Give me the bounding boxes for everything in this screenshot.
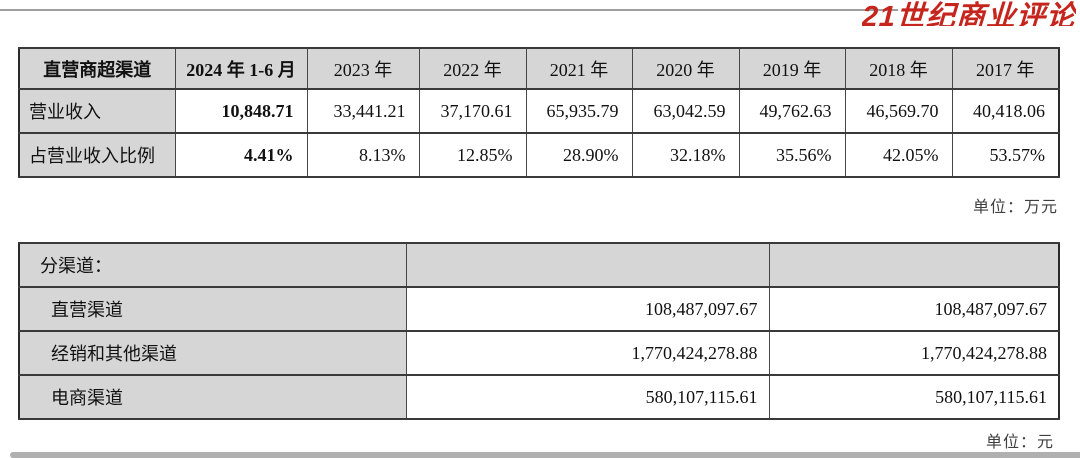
row-label: 直营渠道 (18, 286, 407, 332)
table-cell: 40,418.06 (951, 88, 1060, 134)
table-row-revenue-ratio: 占营业收入比例 4.41% 8.13% 12.85% 28.90% 32.18%… (18, 132, 1060, 178)
column-header: 2019 年 (738, 47, 846, 90)
table-cell: 4.41% (174, 132, 308, 178)
table-cell: 46,569.70 (844, 88, 953, 134)
table-cell: 28.90% (525, 132, 633, 178)
table-row-distribution-channel: 经销和其他渠道 1,770,424,278.88 1,770,424,278.8… (18, 330, 1060, 376)
bottom-divider-bar (10, 452, 1080, 458)
table-cell-empty (768, 242, 1060, 288)
table-cell: 580,107,115.61 (405, 374, 770, 420)
top-divider-rule (0, 9, 898, 11)
row-label: 占营业收入比例 (18, 132, 176, 178)
table1-header-row: 直营商超渠道 2024 年 1-6 月 2023 年 2022 年 2021 年… (18, 47, 1060, 90)
table-cell: 49,762.63 (738, 88, 846, 134)
column-header: 2023 年 (306, 47, 420, 90)
unit-label-wanyuan: 单位：万元 (972, 199, 1058, 216)
column-header: 2021 年 (525, 47, 633, 90)
row-label: 分渠道： (18, 242, 407, 288)
table-cell: 35.56% (738, 132, 846, 178)
table-cell: 1,770,424,278.88 (768, 330, 1060, 376)
table-cell: 32.18% (631, 132, 740, 178)
table-cell: 10,848.71 (174, 88, 308, 134)
table-cell: 63,042.59 (631, 88, 740, 134)
table-cell: 1,770,424,278.88 (405, 330, 770, 376)
table-row-direct-channel: 直营渠道 108,487,097.67 108,487,097.67 (18, 286, 1060, 332)
column-header: 2018 年 (844, 47, 953, 90)
table-cell: 580,107,115.61 (768, 374, 1060, 420)
row-label: 电商渠道 (18, 374, 407, 420)
table-cell-empty (405, 242, 770, 288)
row-label: 营业收入 (18, 88, 176, 134)
table-row-revenue: 营业收入 10,848.71 33,441.21 37,170.61 65,93… (18, 88, 1060, 134)
unit-label-yuan: 单位：元 (985, 434, 1054, 451)
logo-text: 21世纪商业评论 (861, 1, 1076, 26)
column-header: 直营商超渠道 (18, 47, 176, 90)
column-header: 2017 年 (951, 47, 1060, 90)
column-header: 2022 年 (418, 47, 527, 90)
table-cell: 108,487,097.67 (768, 286, 1060, 332)
column-header: 2024 年 1-6 月 (174, 47, 308, 90)
table-cell: 53.57% (951, 132, 1060, 178)
direct-supermarket-channel-table: 直营商超渠道 2024 年 1-6 月 2023 年 2022 年 2021 年… (18, 47, 1060, 178)
table-cell: 37,170.61 (418, 88, 527, 134)
table-cell: 12.85% (418, 132, 527, 178)
table-cell: 42.05% (844, 132, 953, 178)
logo-21cbr: 21世纪商业评论 (862, 0, 1076, 26)
table2-header-row: 分渠道： (18, 242, 1060, 288)
column-header: 2020 年 (631, 47, 740, 90)
table-row-ecommerce-channel: 电商渠道 580,107,115.61 580,107,115.61 (18, 374, 1060, 420)
table-cell: 33,441.21 (306, 88, 420, 134)
table-cell: 108,487,097.67 (405, 286, 770, 332)
row-label: 经销和其他渠道 (18, 330, 407, 376)
table-cell: 8.13% (306, 132, 420, 178)
channel-breakdown-table: 分渠道： 直营渠道 108,487,097.67 108,487,097.67 … (18, 242, 1060, 420)
table-cell: 65,935.79 (525, 88, 633, 134)
